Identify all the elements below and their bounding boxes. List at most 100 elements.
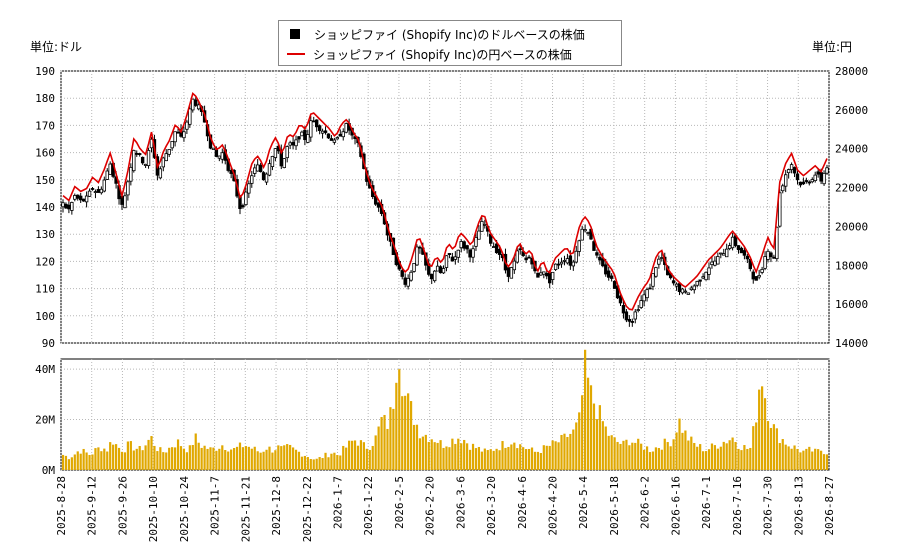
candle-body [247,183,251,194]
candle-body [87,190,92,197]
candle-body [303,129,307,141]
volume-bar [147,439,150,470]
x-tick-label: 2025-10-10 [147,476,160,542]
candle-body [730,236,735,249]
volume-bar [793,445,796,470]
candle-body [167,148,171,155]
volume-bar [811,451,814,470]
volume-bar [268,446,271,470]
candle-body [595,252,599,256]
candle-body [76,194,80,199]
candle-body [294,139,298,147]
candle-body [211,147,216,150]
candle-body [592,241,596,251]
candle-body [692,285,696,291]
x-tick-label: 2026-4-20 [547,476,560,536]
candle-body [556,263,561,266]
candle-body [435,265,440,272]
candle-body [338,133,342,137]
candle-body [140,156,145,164]
candle-body [306,134,310,143]
candle-body [819,171,823,182]
volume-bar [70,457,73,470]
volume-bar [610,435,613,470]
volume-bar [563,433,566,470]
volume-bar [241,447,245,470]
candle-body [137,153,142,155]
volume-bar [454,443,457,470]
candle-body [185,121,189,130]
candle-body [654,267,658,277]
volume-bar [787,446,790,470]
candle-body [512,260,517,271]
candle-body [217,155,222,159]
volume-bar [168,447,171,470]
candle-body [716,256,720,265]
candle-body [406,277,410,287]
candle-body [515,250,519,263]
volume-bar [171,447,174,470]
volume-bar [498,450,501,470]
candle-body [609,275,614,279]
candle-body [102,179,106,192]
candle-body [542,271,546,275]
candle-body [176,131,180,134]
y-right-tick-label: 22000 [835,182,868,195]
volume-bar [584,349,587,470]
candle-body [73,195,77,200]
volume-bar [616,441,619,470]
volume-bar [566,436,569,470]
candle-body [548,272,552,284]
volume-bar [94,448,97,470]
candle-body [244,191,248,206]
candle-body [775,226,779,260]
volume-bar [778,443,781,470]
volume-bar [377,426,380,470]
volume-bar [457,438,460,470]
candle-body [317,125,322,131]
volume-bar [746,448,749,470]
candle-body [161,157,165,168]
volume-bar [421,436,424,470]
candle-body [323,130,328,133]
volume-bar [294,449,298,470]
volume-bar [619,443,622,470]
volume-bar [607,435,610,470]
volume-bar [362,442,365,470]
legend-usd-label: ショッピファイ (Shopify Inc)のドルベースの株価 [314,27,585,42]
candle-body [99,188,104,194]
candle-body [727,245,732,249]
volume-bar [772,424,776,470]
candle-body [494,243,499,254]
volume-bar [463,439,466,470]
volume-bar [350,440,354,470]
volume-bar [613,437,616,470]
volume-bar [401,396,404,470]
volume-bar [651,451,655,470]
volume-bar [713,445,717,470]
candle-body [332,139,337,143]
candle-body [568,255,573,266]
volume-bar [525,449,528,470]
volume-bar [64,455,68,470]
volume-bar [622,440,625,470]
volume-bar [191,444,194,470]
volume-bar [595,419,599,470]
candle-body [524,257,528,261]
candle-body [680,288,685,294]
y-right-tick-label: 18000 [835,259,868,272]
volume-bar [604,426,607,470]
candle-body [264,173,269,183]
volume-bar [560,434,563,470]
volume-bar [548,445,551,470]
volume-bar [530,447,534,470]
volume-bar [203,445,206,470]
volume-bar [474,448,478,470]
volume-bar [138,446,141,470]
candle-body [438,266,443,274]
x-tick-label: 2025-11-21 [239,476,252,542]
volume-bar [194,433,197,470]
volume-bar [640,443,643,470]
candle-body [683,290,688,293]
candle-body [273,148,278,158]
